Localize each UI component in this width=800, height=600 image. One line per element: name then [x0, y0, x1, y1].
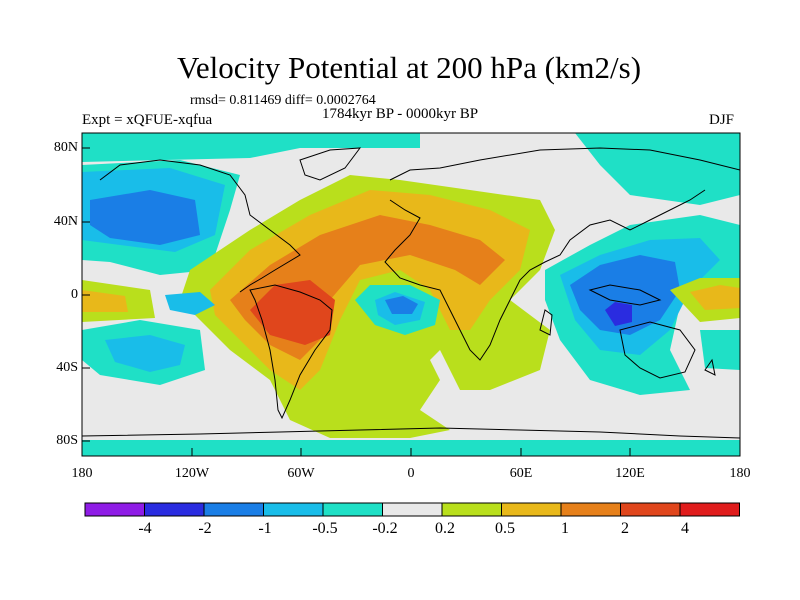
- epac-positive-inner: [82, 290, 128, 312]
- map-title: Velocity Potential at 200 hPa (km2/s): [176, 50, 642, 85]
- maritime-continent-coast: [588, 284, 662, 306]
- season-label: DJF: [709, 112, 735, 128]
- lat-label-40n: 40N: [53, 214, 78, 229]
- colorbar-box: [620, 502, 681, 517]
- lat-label-0: 0: [71, 287, 78, 302]
- colorbar-box: [679, 502, 740, 517]
- colorbar-box: [263, 502, 324, 517]
- lon-label-60w: 60W: [287, 466, 315, 481]
- npacific-core: [90, 190, 200, 245]
- colorbar-label: -1: [258, 520, 272, 537]
- colorbar-label: 1: [561, 520, 569, 537]
- northeast-anomaly-negative: [575, 133, 740, 205]
- lat-label-80n: 80N: [53, 140, 78, 155]
- period-subtitle: 1784kyr BP - 0000kyr BP: [322, 106, 479, 122]
- south-america-coast: [249, 284, 333, 420]
- colorbar-label: 0.2: [435, 520, 455, 537]
- positive-core: [250, 280, 335, 345]
- lon-label-60e: 60E: [509, 466, 533, 481]
- north-america-coast: [99, 159, 301, 293]
- spacific-small: [165, 292, 215, 315]
- atlantic-neg-core: [385, 296, 418, 314]
- lat-label-40s: 40S: [56, 360, 78, 375]
- lat-label-80s: 80S: [56, 433, 78, 448]
- colorbar-box: [501, 502, 562, 517]
- colorbar-label: -2: [198, 520, 212, 537]
- lon-label-0: 0: [407, 466, 415, 481]
- colorbar-box: [144, 502, 205, 517]
- arctic-anomaly-negative: [82, 133, 420, 162]
- madagascar-coast: [539, 309, 553, 336]
- eurasia-north-coast: [389, 147, 740, 181]
- new-zealand-coast: [704, 358, 716, 376]
- indopacific-inner: [570, 255, 680, 335]
- colorbar-box: [322, 502, 383, 517]
- colorbar-label: -0.2: [372, 520, 398, 537]
- axis-ticks: [81, 147, 741, 456]
- africa-asia-coast: [384, 189, 706, 361]
- colorbar-box: [560, 502, 621, 517]
- stats-text: rmsd= 0.811469 diff= 0.0002764: [190, 93, 376, 108]
- colorbar-box: [203, 502, 264, 517]
- indopacific-core: [605, 302, 632, 326]
- spacific-mid: [105, 335, 185, 372]
- colorbar: [84, 502, 740, 517]
- lon-label-180e: 180: [729, 466, 751, 481]
- experiment-label: Expt = xQFUE-xqfua: [82, 112, 213, 128]
- lon-label-180w: 180: [71, 466, 93, 481]
- wpac-positive-inner: [690, 285, 740, 310]
- colorbar-box: [382, 502, 443, 517]
- colorbar-label: -4: [138, 520, 152, 537]
- lon-label-120e: 120E: [615, 466, 645, 481]
- greenland-coast: [299, 147, 362, 181]
- colorbar-label: 0.5: [495, 520, 515, 537]
- contour-field: [82, 133, 740, 456]
- colorbar-box: [84, 502, 145, 517]
- coastlines: [82, 147, 740, 439]
- colorbar-label: 4: [681, 520, 689, 537]
- australia-coast: [619, 321, 696, 379]
- colorbar-label: -0.5: [312, 520, 338, 537]
- lon-label-120w: 120W: [174, 466, 210, 481]
- spacific-east: [700, 330, 740, 370]
- colorbar-label: 2: [621, 520, 629, 537]
- antarctica-coast: [82, 427, 740, 439]
- colorbar-box: [441, 502, 502, 517]
